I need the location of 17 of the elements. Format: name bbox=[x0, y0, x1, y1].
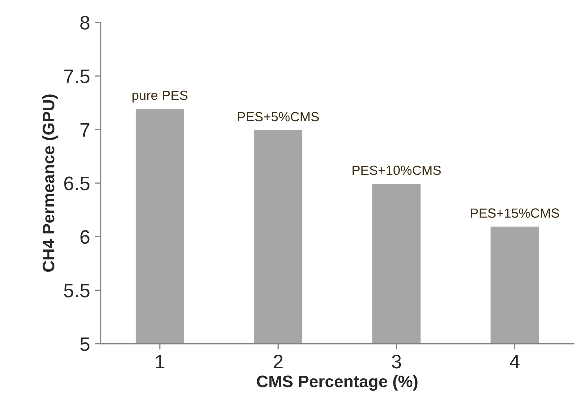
annotation: PES+5%CMS bbox=[238, 112, 320, 122]
annotation: PES+15%CMS bbox=[471, 208, 560, 218]
y-tick-label: 5 bbox=[80, 338, 90, 352]
y-axis-title: CH4 Permeance (GPU) bbox=[42, 94, 58, 272]
y-tick-label: 6 bbox=[80, 230, 90, 244]
y-tick-label: 7 bbox=[80, 123, 90, 137]
x-tick-label: 3 bbox=[392, 354, 402, 369]
annotation: pure PES bbox=[132, 90, 188, 103]
y-tick-label: 8 bbox=[80, 16, 90, 30]
x-tick-label: 1 bbox=[156, 355, 165, 369]
y-tick-label: 6.5 bbox=[64, 176, 90, 191]
y-tick-label: 5.5 bbox=[64, 284, 90, 298]
annotation: PES+10%CMS bbox=[352, 166, 441, 176]
y-tick-label: 7.5 bbox=[64, 70, 90, 84]
x-axis-title: CMS Percentage (%) bbox=[257, 375, 418, 391]
x-tick-label: 2 bbox=[274, 354, 283, 369]
x-tick-label: 4 bbox=[510, 355, 520, 369]
